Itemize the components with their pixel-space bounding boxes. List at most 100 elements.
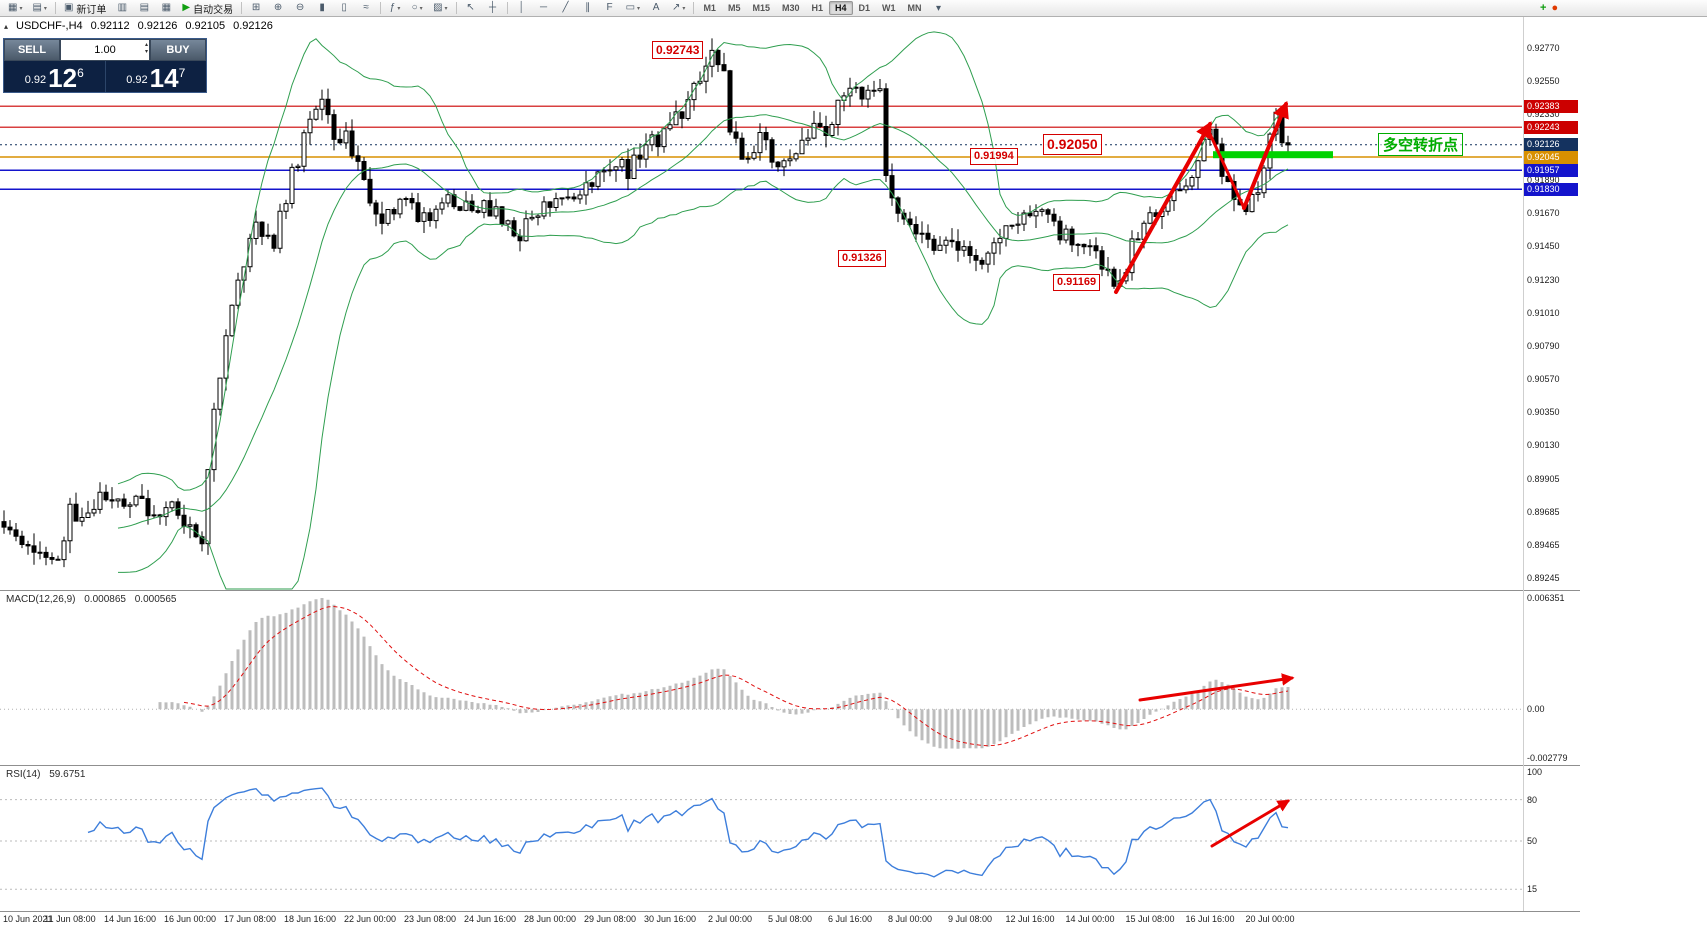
- timeframe-h4-button[interactable]: H4: [829, 1, 853, 15]
- toolbar-separator: [693, 2, 695, 14]
- high-value: 0.92126: [137, 20, 178, 32]
- timeframe-m5-button[interactable]: M5: [727, 3, 741, 13]
- autotrading-button[interactable]: ▶ 自动交易: [177, 1, 238, 16]
- fibonacci-button[interactable]: F: [599, 1, 621, 16]
- time-axis-label: 6 Jul 16:00: [827, 914, 873, 924]
- horizontal-line-icon: ─: [540, 2, 548, 13]
- macd-histogram: [158, 598, 1290, 749]
- buy-button[interactable]: BUY: [150, 39, 206, 61]
- trendline-button[interactable]: ╱: [555, 1, 577, 16]
- macd-signal-line: [183, 605, 1289, 747]
- tile-windows-icon: ⊞: [251, 2, 261, 13]
- autotrading-icon: ▶: [182, 2, 191, 13]
- volume-up-icon[interactable]: ▴: [144, 42, 148, 48]
- timeframe-mn-button[interactable]: MN: [907, 3, 922, 13]
- breakout-arrow[interactable]: [1242, 100, 1289, 210]
- buy-price-display[interactable]: 0.92 14 7: [106, 61, 207, 92]
- market-watch-icon: ▥: [117, 2, 128, 13]
- fibonacci-icon: F: [606, 2, 613, 13]
- price-axis-label: 0.90570: [1527, 373, 1560, 384]
- time-axis-label: 14 Jun 16:00: [103, 914, 157, 924]
- price-annotation-0.92050: 0.92050: [1043, 133, 1102, 155]
- navigator-icon: ▦: [161, 2, 172, 13]
- vertical-line-icon: │: [518, 2, 525, 13]
- chevron-down-icon: ▾: [19, 5, 23, 12]
- timeframe-h1-button[interactable]: H1: [811, 3, 824, 13]
- bearish-candles: [1, 49, 1291, 561]
- time-axis-label: 14 Jul 00:00: [1065, 914, 1115, 924]
- cursor-button[interactable]: ↖: [460, 1, 482, 16]
- sell-price-pips: 12: [48, 62, 78, 93]
- indicators-button[interactable]: ƒ ▾: [384, 1, 406, 16]
- templates-button[interactable]: ▨ ▾: [428, 1, 452, 16]
- buy-price-base: 0.92: [126, 74, 148, 86]
- open-value: 0.92112: [90, 20, 130, 32]
- panel-collapse-icon[interactable]: ▴: [4, 21, 9, 31]
- timeframe-d1-button[interactable]: D1: [858, 3, 871, 13]
- time-axis-label: 10 Jun 2021: [3, 914, 53, 924]
- crosshair-button[interactable]: ┼: [482, 1, 504, 16]
- vertical-line-button[interactable]: │: [511, 1, 533, 16]
- price-axis-label: 0.92550: [1527, 76, 1560, 87]
- price-level-box-0.92045: 0.92045: [1524, 150, 1578, 164]
- quick-mark-icon[interactable]: ●: [1551, 2, 1559, 14]
- new-order-button[interactable]: ▣ 新订单: [59, 1, 111, 16]
- time-axis-label: 30 Jun 16:00: [643, 914, 697, 924]
- line-chart-icon: ≈: [363, 2, 369, 13]
- chevron-down-icon: ▾: [397, 5, 401, 12]
- trade-panel-controls: SELL 1.00 ▴ ▾ BUY: [4, 39, 206, 61]
- profiles-button[interactable]: ▤ ▾: [27, 1, 51, 16]
- volume-spinner[interactable]: ▴ ▾: [145, 42, 148, 56]
- rsi-axis-100: 100: [1527, 767, 1543, 777]
- rsi-value: 59.6751: [49, 769, 86, 780]
- macd-trend-arrow[interactable]: [1138, 673, 1295, 702]
- crosshair-icon: ┼: [489, 2, 497, 13]
- zoom-out-icon: ⊖: [295, 2, 305, 13]
- candle-chart-button[interactable]: ▯: [333, 1, 355, 16]
- close-value: 0.92126: [233, 20, 273, 32]
- timeframe-m1-button[interactable]: M1: [703, 3, 716, 13]
- rsi-line: [87, 787, 1289, 878]
- channel-button[interactable]: ∥: [577, 1, 599, 16]
- timeframe-w1-button[interactable]: W1: [882, 3, 896, 13]
- text-button[interactable]: A: [645, 1, 667, 16]
- time-axis-label: 9 Jul 08:00: [947, 914, 993, 924]
- timeframe-m30-button[interactable]: M30: [781, 3, 800, 13]
- timeframe-m15-button[interactable]: M15: [752, 3, 770, 13]
- volume-field[interactable]: 1.00 ▴ ▾: [60, 39, 150, 61]
- zoom-in-icon: ⊕: [273, 2, 283, 13]
- new-chart-button[interactable]: ▦ ▾: [3, 1, 27, 16]
- sell-price-display[interactable]: 0.92 12 6: [4, 61, 105, 92]
- trend-up-arrow[interactable]: [1114, 121, 1212, 294]
- shapes-icon: ▭: [625, 2, 636, 13]
- buy-price-fraction: 7: [178, 66, 186, 80]
- periods-icon: ○: [411, 2, 418, 13]
- rsi-axis-15: 15: [1527, 884, 1538, 895]
- symbol-ohlc-bar: ▴ USDCHF-,H4 0.92112 0.92126 0.92105 0.9…: [4, 20, 273, 32]
- navigator-button[interactable]: ▦: [155, 1, 177, 16]
- indicators-icon: ƒ: [389, 2, 396, 13]
- market-watch-button[interactable]: ▥: [111, 1, 133, 16]
- line-chart-button[interactable]: ≈: [355, 1, 377, 16]
- shapes-button[interactable]: ▭ ▾: [621, 1, 645, 16]
- zoom-out-button[interactable]: ⊖: [289, 1, 311, 16]
- bar-chart-button[interactable]: ▮: [311, 1, 333, 16]
- horizontal-line-button[interactable]: ─: [533, 1, 555, 16]
- volume-down-icon[interactable]: ▾: [144, 49, 148, 56]
- support-bar[interactable]: [1213, 151, 1333, 159]
- time-axis-label: 2 Jul 00:00: [707, 914, 753, 924]
- quick-add-icon[interactable]: +: [1540, 2, 1547, 14]
- zoom-in-button[interactable]: ⊕: [267, 1, 289, 16]
- new-order-button-label: 新订单: [76, 4, 107, 16]
- price-divider: [104, 61, 106, 92]
- data-window-button[interactable]: ▤: [133, 1, 155, 16]
- tile-windows-button[interactable]: ⊞: [245, 1, 267, 16]
- pullback-line[interactable]: [1208, 132, 1246, 210]
- periods-button[interactable]: ○ ▾: [406, 1, 428, 16]
- arrows-tool-button[interactable]: ↗ ▾: [667, 1, 690, 16]
- sell-button[interactable]: SELL: [4, 39, 60, 61]
- bar-chart-icon: ▮: [319, 2, 325, 13]
- rsi-trend-arrow[interactable]: [1210, 799, 1291, 848]
- toolbar-overflow-button[interactable]: ▾: [936, 2, 942, 14]
